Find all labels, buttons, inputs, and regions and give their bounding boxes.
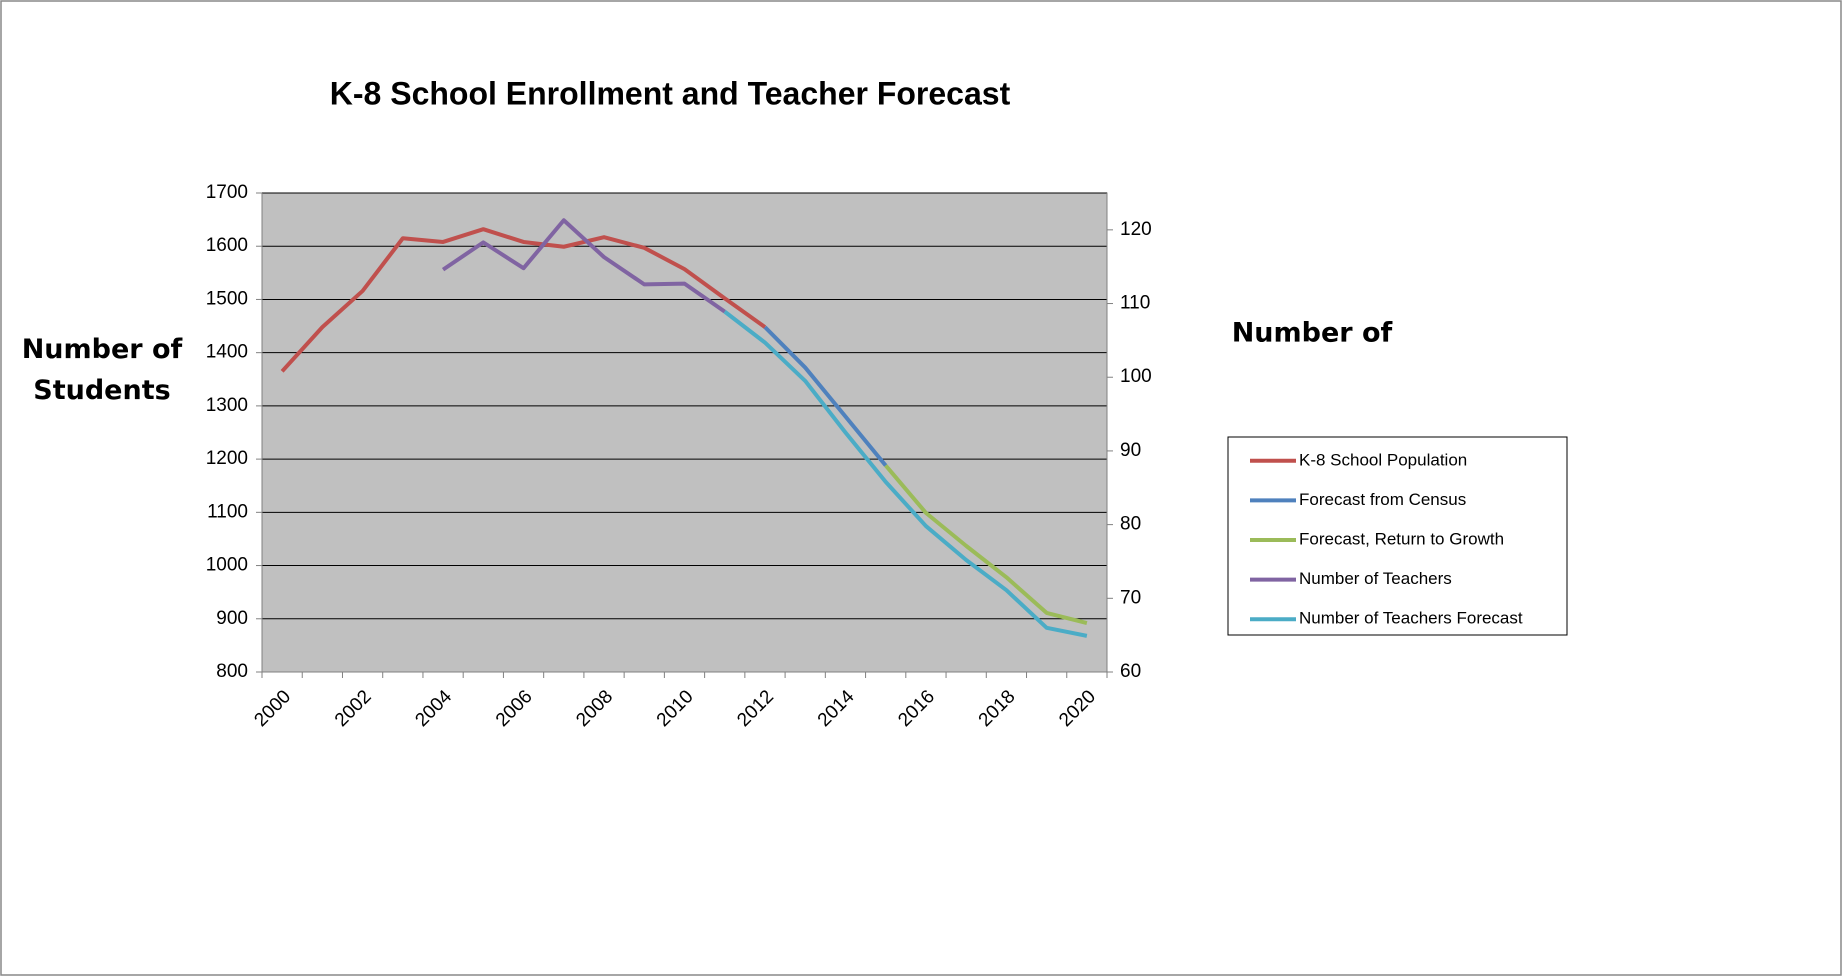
y-tick-label: 1400 bbox=[206, 342, 248, 363]
legend-box bbox=[1227, 436, 1568, 636]
y2-tick-label: 120 bbox=[1120, 219, 1152, 240]
legend-label: Forecast from Census bbox=[1299, 490, 1466, 509]
legend-label: Number of Teachers Forecast bbox=[1299, 609, 1523, 628]
plot-area bbox=[261, 192, 1108, 673]
y2-axis-title: Number of bbox=[1232, 318, 1393, 349]
legend-label: Forecast, Return to Growth bbox=[1299, 529, 1504, 548]
y-tick-label: 1300 bbox=[206, 395, 248, 416]
series-line bbox=[763, 325, 888, 467]
y-tick-label: 1100 bbox=[207, 501, 248, 522]
y-tick-label: 1200 bbox=[206, 448, 248, 469]
y-tick-label: 900 bbox=[216, 608, 248, 629]
y-tick-label: 800 bbox=[216, 661, 248, 682]
y-axis-title: Number of Students bbox=[21, 334, 183, 406]
chart-title: K-8 School Enrollment and Teacher Foreca… bbox=[330, 75, 1011, 111]
y2-tick-label: 100 bbox=[1120, 366, 1152, 387]
legend-label: Number of Teachers bbox=[1299, 569, 1452, 588]
y2-tick-label: 110 bbox=[1120, 293, 1150, 314]
y-tick-label: 1000 bbox=[206, 555, 248, 576]
y2-tick-label: 60 bbox=[1120, 661, 1141, 682]
series-line bbox=[723, 310, 1088, 638]
series-line bbox=[441, 218, 726, 314]
y-tick-label: 1600 bbox=[206, 235, 248, 256]
series-line bbox=[280, 227, 767, 373]
series-line bbox=[884, 464, 1088, 625]
y2-tick-label: 90 bbox=[1120, 440, 1141, 461]
y-tick-label: 1700 bbox=[206, 182, 248, 203]
legend-label: K-8 School Population bbox=[1299, 450, 1467, 469]
y2-tick-label: 80 bbox=[1120, 514, 1141, 535]
y2-tick-label: 70 bbox=[1120, 587, 1141, 608]
y-tick-label: 1500 bbox=[206, 288, 248, 309]
